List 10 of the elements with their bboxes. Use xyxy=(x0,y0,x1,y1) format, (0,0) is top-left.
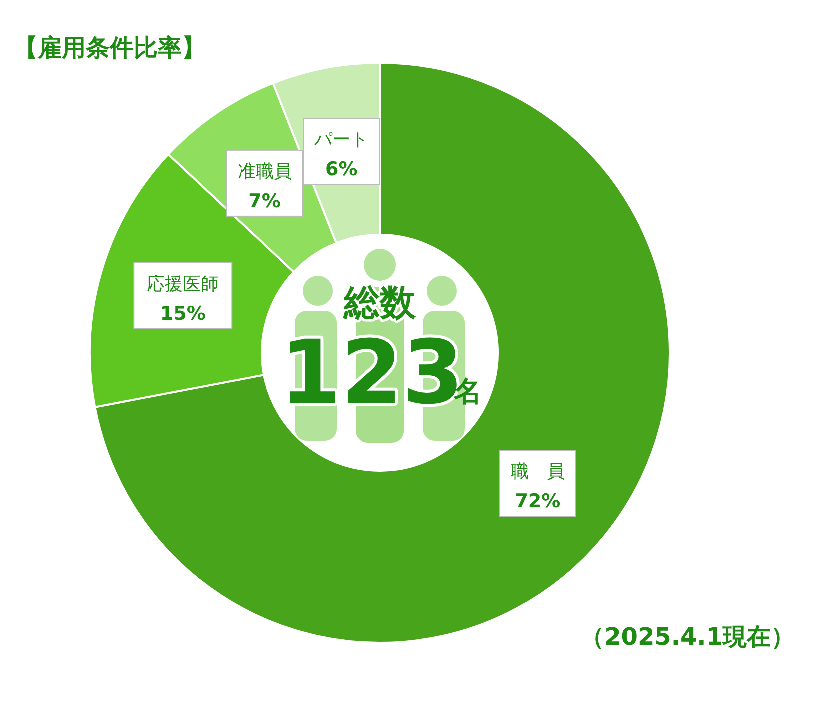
slice-label: パート xyxy=(314,130,369,151)
data-label: 6% xyxy=(325,158,358,181)
text: （2025.4.1現在） xyxy=(580,623,795,651)
data-label: 72% xyxy=(515,490,561,513)
data-label: 15% xyxy=(160,302,206,325)
slice-label: 職 員 xyxy=(510,462,565,483)
slice-label: 准職員 xyxy=(238,161,292,182)
chart-title: 【雇用条件比率】 xyxy=(14,34,206,62)
slice-label: 応援医師 xyxy=(147,274,220,295)
data-label: 7% xyxy=(248,190,281,212)
